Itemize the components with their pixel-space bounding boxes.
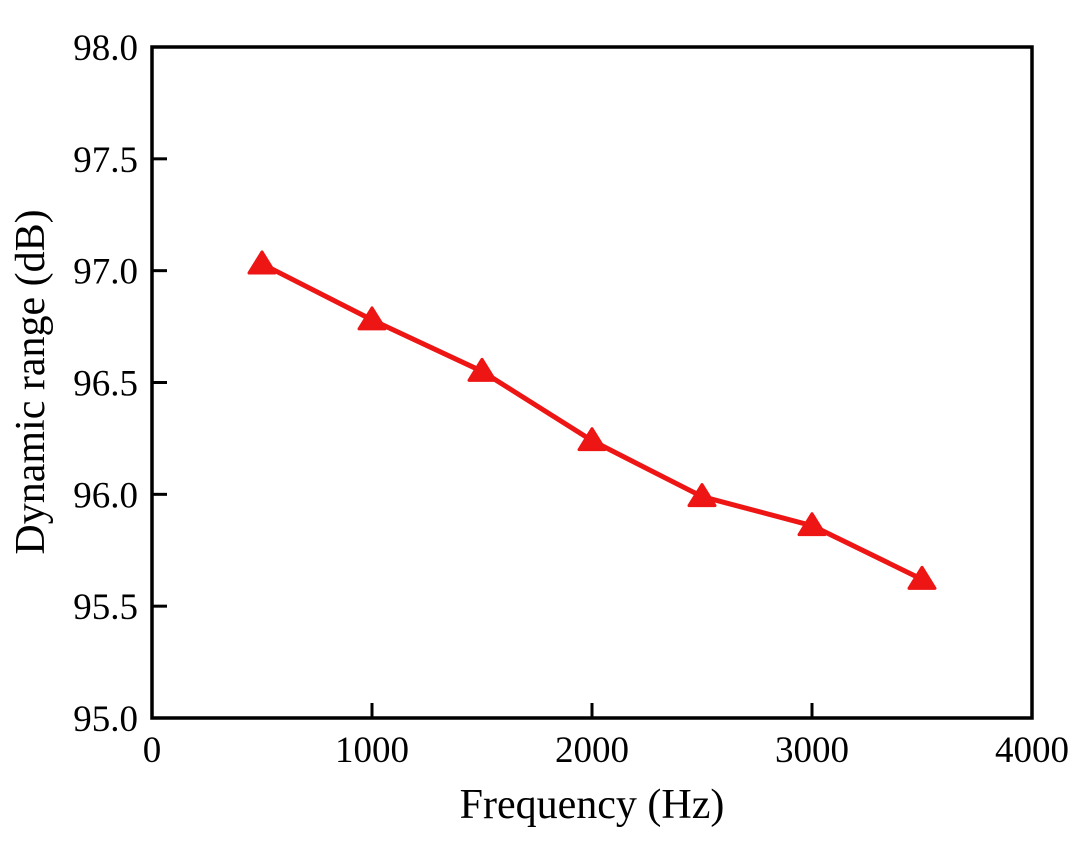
x-tick-label: 3000 [775,730,849,771]
data-point-marker [577,427,607,452]
y-tick-label: 97.0 [73,252,138,293]
plot-area-border [150,45,1034,720]
y-tick-label: 97.5 [73,140,138,181]
x-axis-label: Frequency (Hz) [460,782,725,828]
y-tick-label: 96.0 [73,475,138,516]
data-point-marker [357,306,387,331]
y-axis-label: Dynamic range (dB) [8,209,54,554]
x-tick-label: 2000 [555,730,629,771]
y-tick-label: 96.5 [73,363,138,404]
x-tick-label: 4000 [995,730,1069,771]
data-point-marker [687,483,717,508]
y-tick-label: 98.0 [73,28,138,69]
y-tick-label: 95.5 [73,587,138,628]
x-tick-label: 1000 [335,730,409,771]
y-tick-label: 95.0 [73,699,138,740]
x-tick-label: 0 [143,730,162,771]
data-point-marker [247,250,277,275]
data-point-marker [797,512,827,537]
data-point-marker [467,357,497,382]
data-point-marker [907,565,937,590]
plot-group: 0 1000 2000 3000 4000 95.0 95.5 96.0 96.5 97.0 97.… [73,28,1069,771]
